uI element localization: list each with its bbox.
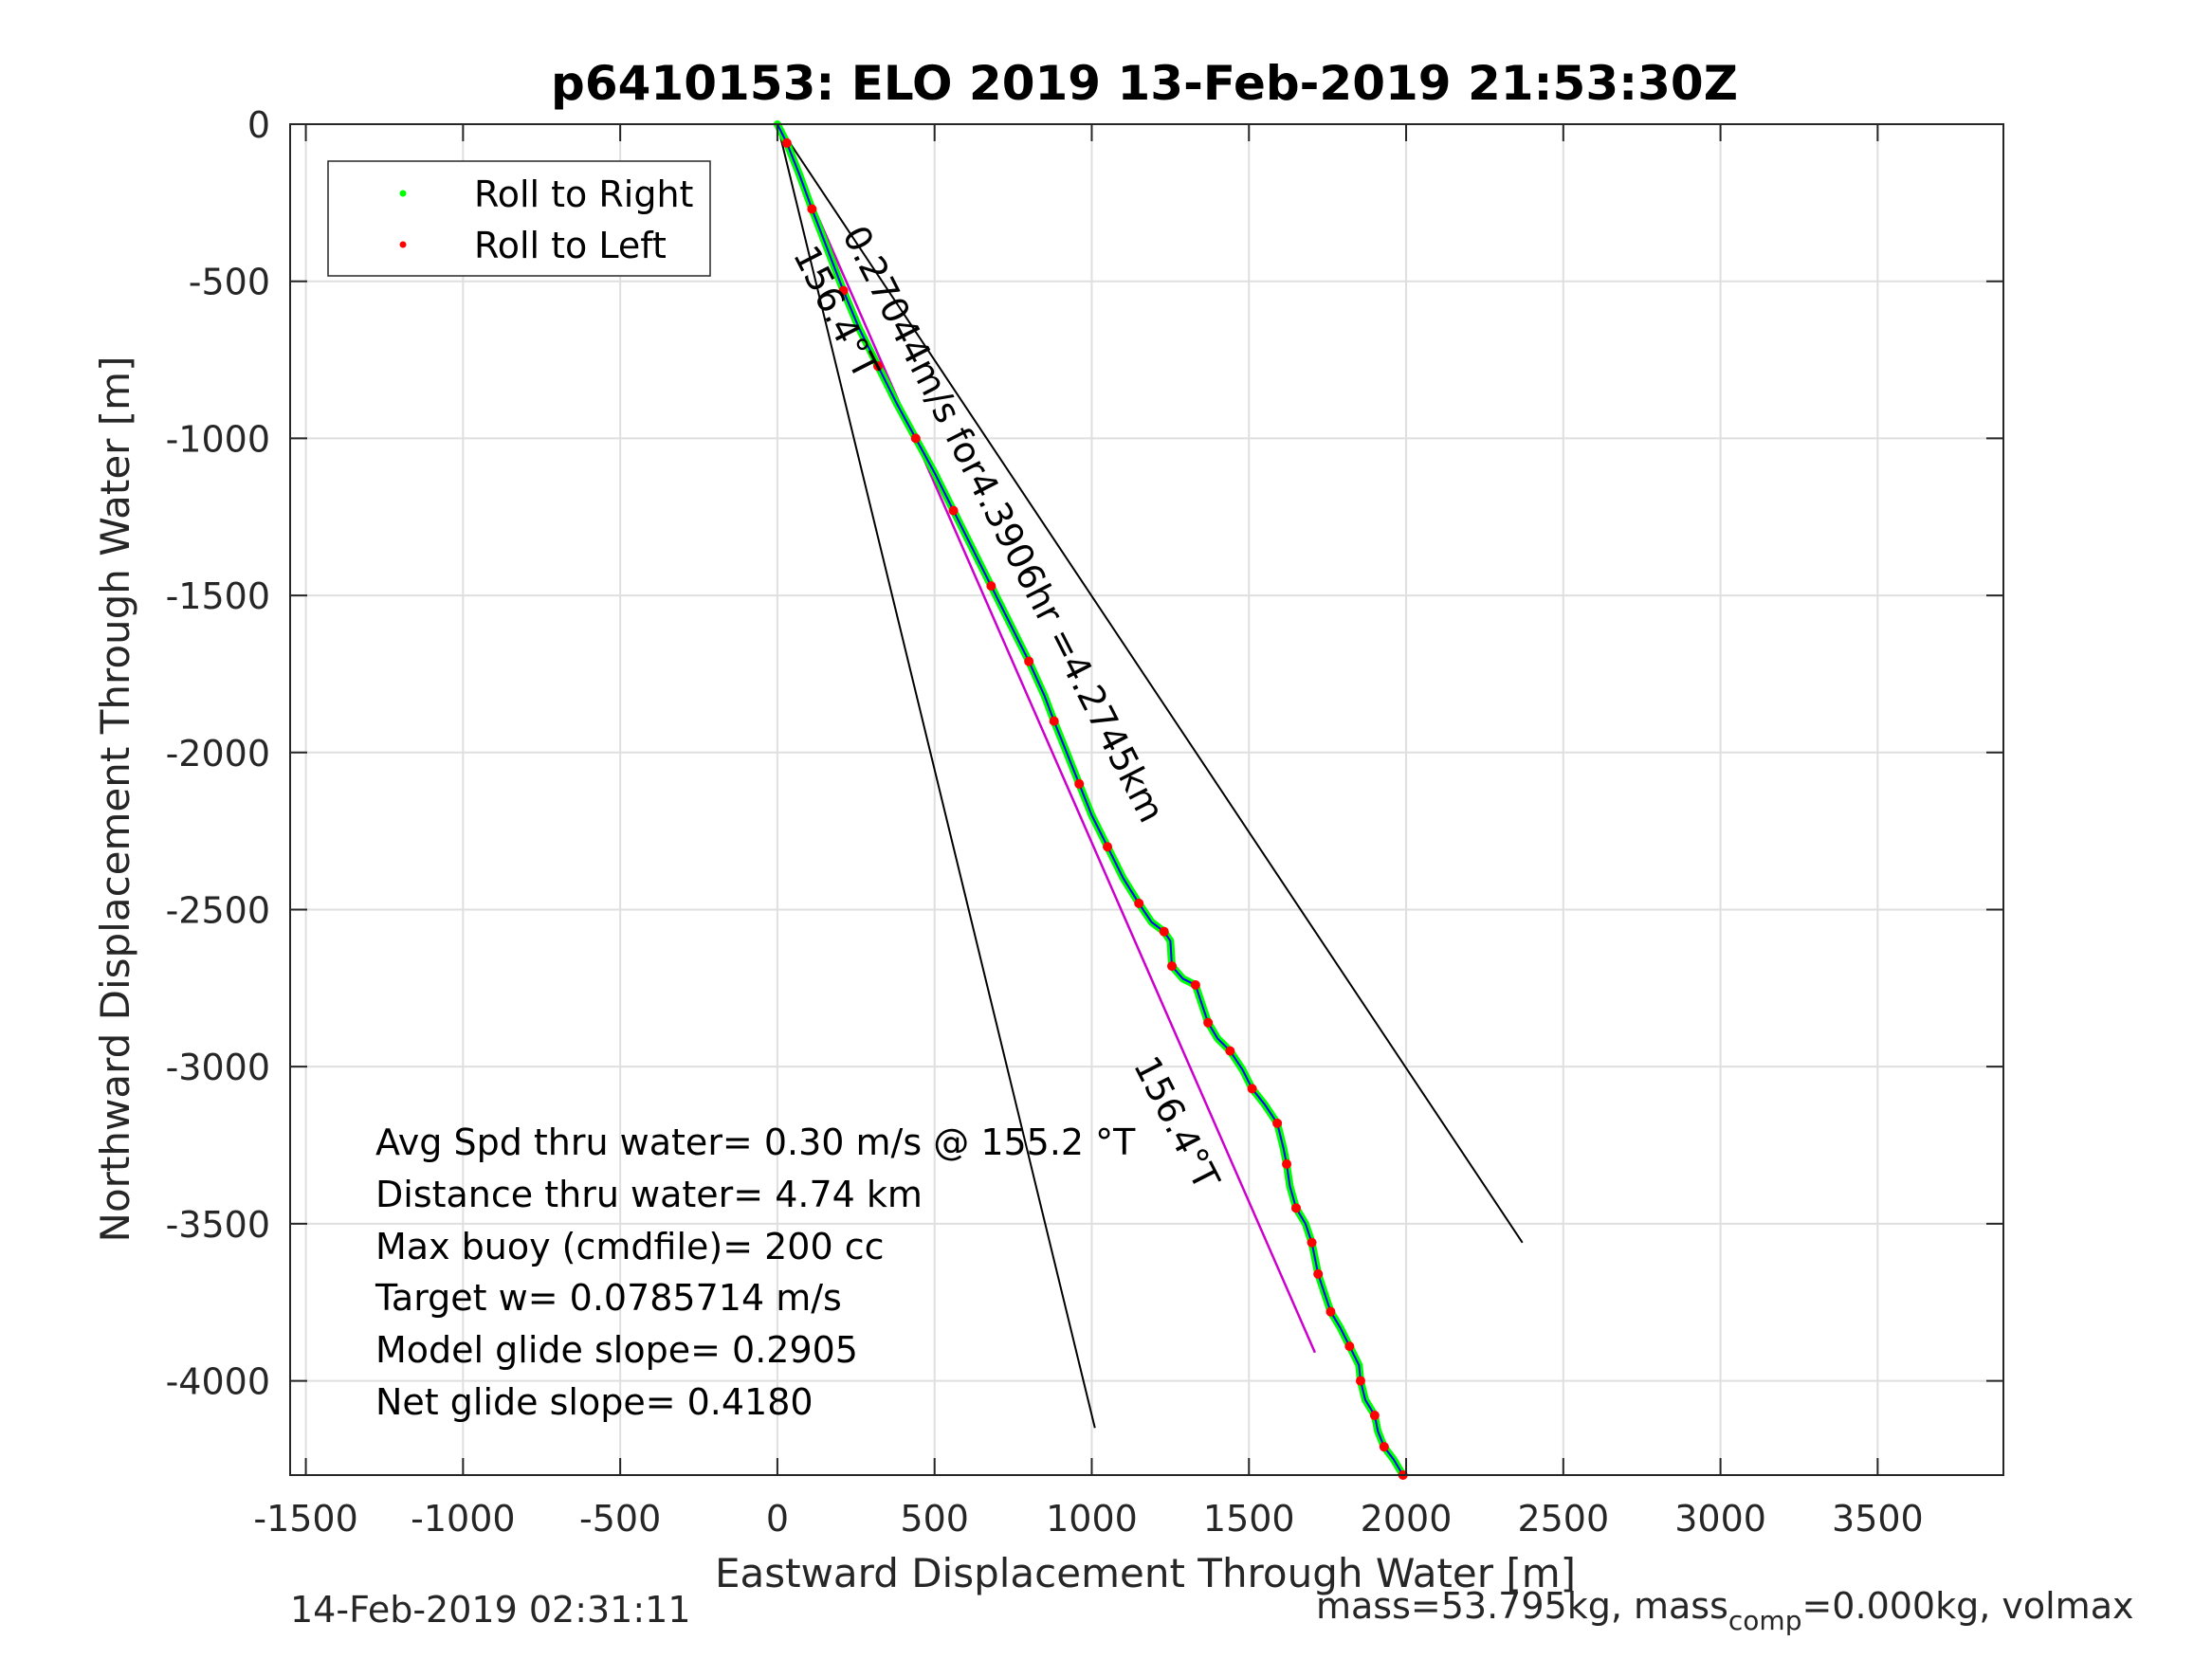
stat-model-glide-slope: Model glide slope= 0.2905 (375, 1329, 858, 1371)
roll-left-point-23 (1134, 898, 1144, 908)
heading-line (776, 123, 1317, 1354)
heading-annotation-bottom: 156.4°T (1125, 1049, 1228, 1196)
roll-left-point-37 (1272, 1118, 1283, 1128)
stat-max-buoy: Max buoy (cmdfile)= 200 cc (375, 1226, 885, 1267)
roll-left-point-41 (1290, 1203, 1301, 1213)
y-tick-label-8: -4000 (166, 1361, 270, 1403)
footer-mass-rest: =0.000kg, volmax (1801, 1585, 2134, 1627)
y-tick-label-3: -1500 (166, 575, 270, 617)
legend-box (327, 160, 711, 277)
x-tick-label-10: 3500 (1832, 1498, 1924, 1540)
footer-mass-sub: comp (1728, 1605, 1802, 1636)
y-axis-label: Northward Displacement Through Water [m] (92, 356, 138, 1243)
legend: Roll to Right Roll to Left (327, 160, 711, 277)
roll-left-point-33 (1225, 1046, 1235, 1056)
x-tick-label-3: 0 (766, 1498, 789, 1540)
stat-net-glide-slope: Net glide slope= 0.4180 (375, 1381, 814, 1423)
roll-left-point-11 (948, 505, 959, 516)
y-tick-label-2: -1000 (166, 418, 270, 460)
roll-left-point-21 (1103, 842, 1113, 852)
roll-left-point-51 (1355, 1376, 1365, 1386)
cone-line-1 (777, 123, 1524, 1244)
roll-left-point-43 (1307, 1237, 1317, 1248)
x-tick-label-4: 500 (900, 1498, 969, 1540)
roll-left-point-13 (986, 581, 996, 592)
y-tick-label-4: -2000 (166, 733, 270, 775)
footer-mass-info: mass=53.795kg, masscomp=0.000kg, volmax (1316, 1585, 2133, 1636)
roll-left-point-9 (910, 433, 921, 444)
y-tick-label-1: -500 (189, 262, 270, 303)
roll-left-point-29 (1190, 980, 1200, 991)
roll-left-point-45 (1313, 1268, 1324, 1279)
roll-left-point-3 (807, 204, 817, 214)
stats-block: Avg Spd thru water= 0.30 m/s @ 155.2 °T … (375, 1121, 1136, 1423)
roll-left-point-47 (1325, 1306, 1336, 1317)
footer-mass-text: mass=53.795kg, mass (1316, 1585, 1728, 1627)
roll-left-point-49 (1344, 1341, 1355, 1352)
roll-left-point-1 (781, 137, 792, 148)
roll-left-point-55 (1379, 1442, 1389, 1452)
roll-left-point-39 (1282, 1158, 1292, 1169)
roll-left-point-5 (838, 285, 849, 296)
stat-avg-speed: Avg Spd thru water= 0.30 m/s @ 155.2 °T (375, 1121, 1136, 1163)
glider-track (777, 123, 1404, 1476)
footer-timestamp: 14-Feb-2019 02:31:11 (290, 1589, 691, 1631)
stat-distance: Distance thru water= 4.74 km (375, 1174, 923, 1215)
plot-area-frame (289, 123, 2004, 1476)
roll-left-point-15 (1024, 656, 1034, 666)
x-axis-label: Eastward Displacement Through Water [m] (715, 1550, 1576, 1596)
x-tick-label-1: -1000 (411, 1498, 515, 1540)
roll-left-point-31 (1203, 1017, 1214, 1028)
x-tick-label-2: -500 (579, 1498, 661, 1540)
stat-target-w: Target w= 0.0785714 m/s (375, 1277, 842, 1319)
roll-left-point-27 (1167, 961, 1178, 972)
roll-left-point-17 (1049, 716, 1059, 726)
roll-left-point-53 (1369, 1411, 1380, 1421)
roll-left-point-19 (1074, 778, 1085, 789)
x-tick-label-5: 1000 (1046, 1498, 1138, 1540)
x-tick-label-9: 3000 (1674, 1498, 1766, 1540)
legend-label-roll-left: Roll to Left (474, 225, 667, 266)
roll-right-band (773, 120, 1407, 1479)
roll-left-point-7 (873, 361, 884, 372)
y-tick-label-5: -2500 (166, 889, 270, 931)
x-tick-label-8: 2500 (1517, 1498, 1609, 1540)
roll-left-point-25 (1159, 926, 1169, 937)
track-speed-label: 0.27044m/s for4.3906hr =4.2745km (834, 219, 1173, 829)
y-tick-label-0: 0 (247, 104, 270, 146)
x-tick-label-6: 1500 (1203, 1498, 1295, 1540)
y-tick-label-6: -3000 (166, 1047, 270, 1088)
y-tick-label-7: -3500 (166, 1204, 270, 1246)
x-tick-label-0: -1500 (253, 1498, 357, 1540)
cone-line-0 (776, 123, 1096, 1429)
x-tick-label-7: 2000 (1361, 1498, 1453, 1540)
chart-title: p6410153: ELO 2019 13-Feb-2019 21:53:30Z (551, 56, 1738, 111)
legend-marker-roll-right (399, 190, 407, 197)
roll-left-point-35 (1247, 1084, 1257, 1094)
legend-marker-roll-left (399, 241, 407, 248)
legend-label-roll-right: Roll to Right (474, 173, 693, 215)
